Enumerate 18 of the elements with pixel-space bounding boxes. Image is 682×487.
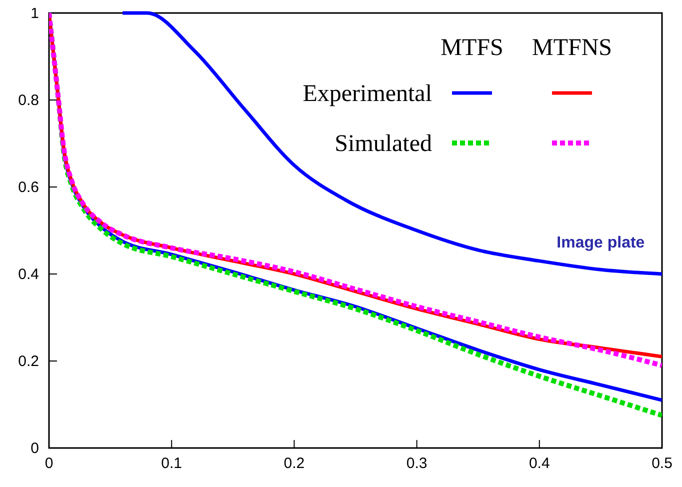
- x-tick-label: 0: [44, 455, 54, 472]
- y-tick-label: 0.2: [18, 353, 39, 370]
- annotation: MTFS: [440, 35, 504, 61]
- x-tick-label: 0.2: [284, 455, 305, 472]
- y-tick-label: 0.8: [18, 92, 39, 109]
- y-tick-label: 1: [30, 5, 39, 22]
- legend-label: Simulated: [334, 131, 432, 157]
- line-series: [120, 11, 662, 276]
- y-tick-label: 0.4: [18, 266, 39, 283]
- x-tick-label: 0.3: [406, 455, 428, 472]
- x-tick-label: 0.5: [652, 455, 672, 472]
- x-tick-label: 0.1: [161, 455, 182, 472]
- y-tick-label: 0.6: [18, 179, 39, 196]
- annotation: MTFNS: [532, 35, 612, 61]
- y-tick-label: 0: [30, 440, 39, 457]
- legend-label: Experimental: [302, 81, 432, 107]
- annotation: Image plate: [556, 234, 645, 252]
- x-tick-label: 0.4: [528, 455, 550, 472]
